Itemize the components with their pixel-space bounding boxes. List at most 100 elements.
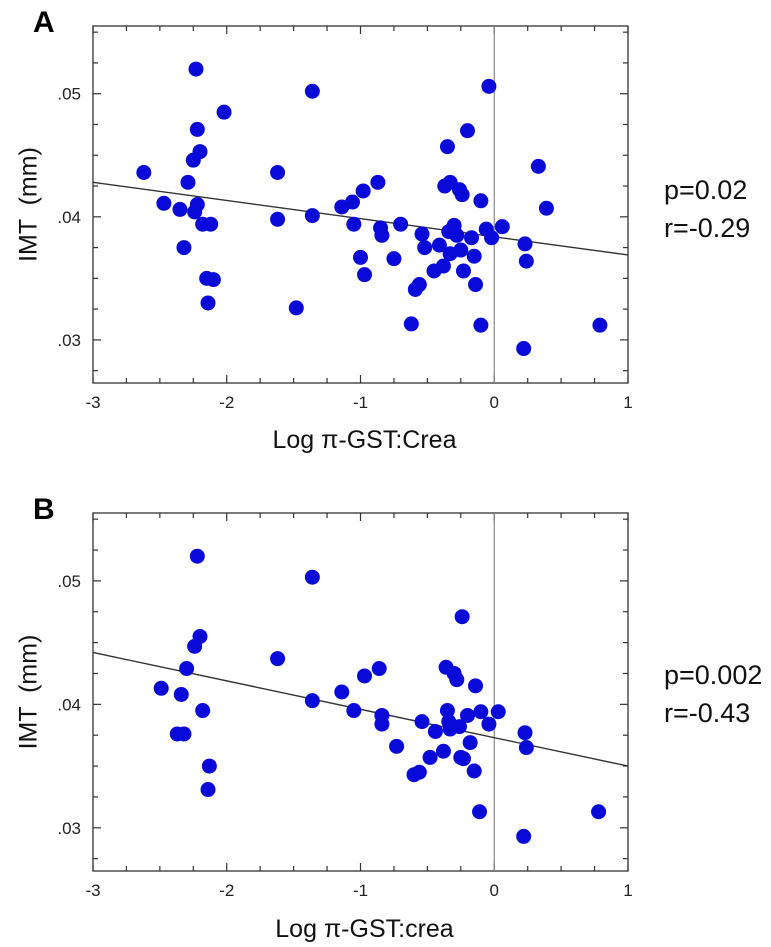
panel-a-data-point [460, 123, 475, 139]
panel-a-data-point [357, 267, 373, 283]
panel-a-data-point [192, 144, 208, 160]
panel-a-data-point [187, 204, 203, 220]
panel-b-y-axis-title: IMT (mm) [15, 635, 43, 750]
panel-b-data-point [451, 719, 467, 735]
panel-a-data-point [449, 227, 465, 243]
panel-b-x-tick-label: -3 [85, 881, 100, 900]
panel-b-data-point [176, 726, 192, 742]
panel-b-data-point [422, 749, 438, 765]
panel-b-data-point [270, 651, 286, 667]
panel-b-data-point [411, 764, 427, 780]
panel-a-data-point [393, 216, 409, 232]
panel-a-data-point [189, 121, 205, 137]
panel-b-data-point [449, 672, 465, 688]
panel-b-data-point [192, 628, 208, 644]
panel-b-data-point [427, 724, 443, 740]
panel-a-data-point [374, 227, 390, 243]
panel-b-data-point [455, 751, 471, 767]
panel-a-data-point [517, 236, 533, 252]
panel-a-data-point [473, 193, 489, 209]
panel-b-data-point [346, 703, 362, 719]
panel-a-data-point [346, 216, 362, 232]
panel-a-y-tick-label: .05 [57, 85, 81, 104]
panel-b-data-point [304, 569, 320, 585]
panel-a-data-point [172, 201, 188, 217]
panel-a-data-point [411, 277, 427, 293]
panel-b-data-point [189, 548, 205, 564]
panel-b-data-point [179, 661, 195, 677]
panel-b-x-tick-label: 1 [623, 881, 632, 900]
panel-a-data-point [431, 237, 447, 253]
panel-a-data-point [304, 208, 320, 224]
panel-a-data-point [466, 248, 482, 264]
panel-a-data-point [481, 78, 497, 94]
panel-a-data-point [464, 230, 480, 246]
panel-a-data-point [538, 200, 554, 216]
panel-a-data-point [176, 240, 192, 256]
panel-a-data-point [216, 104, 232, 120]
panel-b-data-point [518, 740, 534, 756]
panel-a-data-point [156, 195, 172, 211]
panel-a-data-point [518, 253, 534, 269]
panel-b-data-point [389, 738, 405, 754]
panel-a-x-tick-label: -1 [353, 393, 368, 412]
panel-a-regression-line [92, 181, 629, 256]
panel-b-y-tick-label: .05 [57, 572, 81, 591]
panel-a-data-point [439, 139, 455, 155]
panel-b-plot-frame [92, 512, 629, 872]
panel-a-data-point [304, 83, 320, 99]
panel-b-y-tick-label: .04 [57, 695, 81, 714]
panel-a-data-point [136, 164, 152, 180]
panel-b-data-point [173, 686, 189, 702]
panel-a-data-point [592, 317, 608, 333]
panel-b-x-tick-label: -1 [353, 881, 368, 900]
panel-a-x-axis-title: Log π-GST:Crea [273, 426, 457, 454]
panel-a-data-point [353, 249, 368, 265]
panel-a-data-point [200, 295, 216, 311]
panel-a-data-point [370, 174, 386, 190]
panel-b-x-tick-label: -2 [219, 881, 234, 900]
panel-b-data-point [435, 743, 451, 759]
panel-a-letter: A [33, 6, 55, 39]
panel-a-data-point [516, 341, 532, 357]
panel-b-data-point [591, 804, 607, 820]
panel-b-data-point [468, 678, 484, 694]
panel-a-y-axis-title: IMT (mm) [15, 147, 43, 262]
panel-b-data-point [460, 707, 475, 723]
panel-b-data-point [454, 609, 470, 625]
panel-b-data-point [466, 763, 482, 779]
panel-a-x-tick-label: -3 [85, 393, 100, 412]
panel-a-data-point [414, 226, 430, 242]
panel-b-letter: B [33, 493, 55, 526]
panel-b-data-point [334, 684, 350, 700]
panel-b-x-tick-label: 0 [490, 881, 499, 900]
panel-b-data-point [472, 804, 488, 820]
panel-a-data-point [484, 230, 500, 246]
panel-b-data-point [195, 703, 211, 719]
panel-a-x-tick-label: -2 [219, 393, 234, 412]
panel-b-data-point [517, 725, 533, 741]
panel-a-data-point [455, 263, 471, 279]
panel-b-data-point [357, 668, 373, 684]
panel-a-data-point [355, 183, 371, 199]
panel-a: A -3 -2 -1 0 1 .03 .04 .05 Log π-GST:Crea IMT (mm)… [15, 6, 751, 454]
panel-b-data-point [481, 716, 497, 732]
panel-b-data-point [414, 714, 430, 730]
panel-b-y-tick-label: .03 [57, 819, 81, 838]
panel-b-data-point [371, 661, 387, 677]
panel-a-x-tick-label: 0 [490, 393, 499, 412]
panel-a-x-tick-label: 1 [623, 393, 632, 412]
panel-a-y-tick-label: .04 [57, 208, 81, 227]
panel-a-r-value: r=-0.29 [664, 213, 750, 243]
panel-b-x-axis-title: Log π-GST:crea [275, 915, 454, 943]
panel-a-data-point [386, 251, 402, 267]
panel-a-y-tick-label: .03 [57, 331, 81, 350]
panel-a-data-point [344, 194, 360, 210]
panel-a-data-point [188, 61, 204, 77]
panel-a-data-point [453, 242, 469, 258]
panel-a-data-point [288, 300, 304, 316]
panel-a-data-point [203, 216, 219, 232]
panel-b-data-point [153, 680, 169, 696]
panel-b-r-value: r=-0.43 [664, 698, 750, 728]
